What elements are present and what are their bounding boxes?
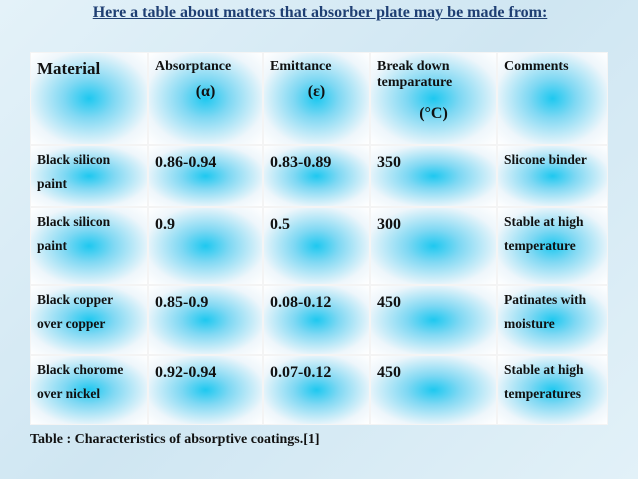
table-cell: 0.07-0.12 <box>264 356 369 424</box>
header-text: Break down temparature <box>377 59 453 90</box>
table-cell: Black silicon paint <box>31 146 147 206</box>
header-text: Comments <box>504 59 569 74</box>
header-text: (°C) <box>419 105 448 122</box>
header-text: (ε) <box>307 83 326 100</box>
table-cell: 0.86-0.94 <box>149 146 262 206</box>
header-text: Emittance <box>270 59 332 74</box>
table-cell: 0.83-0.89 <box>264 146 369 206</box>
header-cell: Absorptance (α) <box>149 53 262 144</box>
table-cell: Black silicon paint <box>31 208 147 284</box>
header-text: Material <box>37 59 101 78</box>
header-cell: Material <box>31 53 147 144</box>
table-cell: 0.92-0.94 <box>149 356 262 424</box>
table-cell: 450 <box>371 356 496 424</box>
table-cell: 0.9 <box>149 208 262 284</box>
table-cell: Slicone binder <box>498 146 607 206</box>
slide-title: Here a table about matters that absorber… <box>92 4 548 21</box>
table-cell: Black chorome over nickel <box>31 356 147 424</box>
table-caption: Table : Characteristics of absorptive co… <box>30 432 320 447</box>
header-cell: Comments <box>498 53 607 144</box>
table-cell: Stable at high temperature <box>498 208 607 284</box>
header-cell: Emittance (ε) <box>264 53 369 144</box>
table: Material Absorptance (α) Emittance (ε) Break … <box>30 52 608 425</box>
table-cell: Stable at high temperatures <box>498 356 607 424</box>
header-text: Absorptance <box>155 59 232 74</box>
table-cell: 0.5 <box>264 208 369 284</box>
table-cell: 0.08-0.12 <box>264 286 369 354</box>
table-cell: 350 <box>371 146 496 206</box>
table-cell: Patinates with moisture <box>498 286 607 354</box>
header-cell: Break down temparature (°C) <box>371 53 496 144</box>
table-cell: 450 <box>371 286 496 354</box>
table-cell: Black copper over copper <box>31 286 147 354</box>
table-cell: 0.85-0.9 <box>149 286 262 354</box>
header-text: (α) <box>195 83 216 100</box>
table-cell: 300 <box>371 208 496 284</box>
